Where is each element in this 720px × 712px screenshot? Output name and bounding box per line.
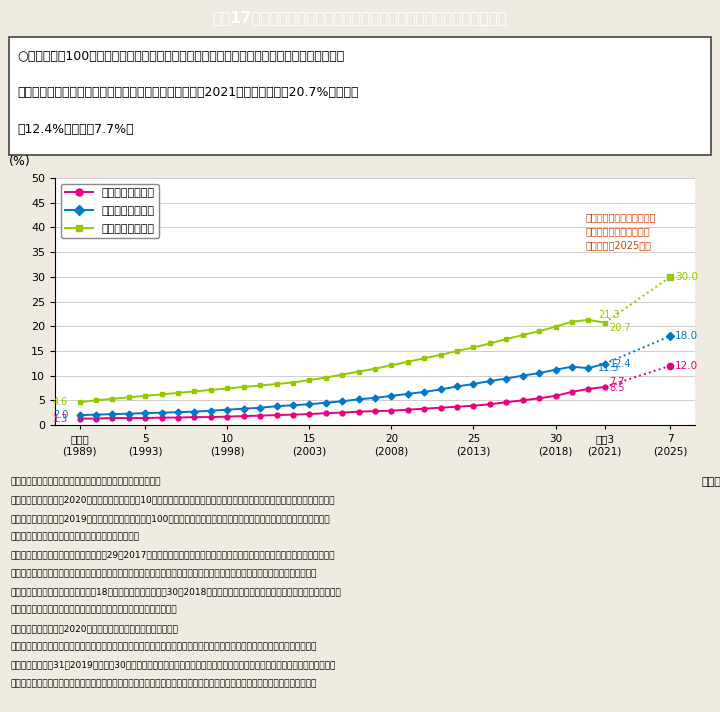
Text: われた日数がそれぞれ18日以上の労働者」。平成30（2018）年以降は、「期間を定めずに雇われている労働者」及: われた日数がそれぞれ18日以上の労働者」。平成30（2018）年以降は、「期間を… bbox=[11, 587, 341, 596]
Legend: 民間企業の部長級, 民間企業の課長級, 民間企業の係長級: 民間企業の部長級, 民間企業の課長級, 民間企業の係長級 bbox=[60, 184, 159, 238]
Text: 12.0: 12.0 bbox=[675, 361, 698, 371]
Text: を定めて雇われている労働者」及び「日々又は１か月以内の期間を定めて雇われている者のうち４月及び５月に雇: を定めて雇われている労働者」及び「日々又は１か月以内の期間を定めて雇われている者… bbox=[11, 569, 317, 578]
Text: 1.3: 1.3 bbox=[53, 414, 68, 424]
Text: （年）: （年） bbox=[701, 477, 720, 487]
Y-axis label: (%): (%) bbox=[9, 155, 31, 168]
Text: 当性を確認できる可能性は高い」との指摘がなされており、一定の留保がついていることに留意する必要がある。: 当性を確認できる可能性は高い」との指摘がなされており、一定の留保がついていること… bbox=[11, 679, 317, 688]
Text: ２．令和２（2020）年から、役職者は、10人以上の常用労働者を雇用する企業を集計対象とするよう変更しているが、: ２．令和２（2020）年から、役職者は、10人以上の常用労働者を雇用する企業を集… bbox=[11, 496, 336, 505]
Text: の企業規模区分の数値により算出した。: の企業規模区分の数値により算出した。 bbox=[11, 532, 140, 541]
Text: 30.0: 30.0 bbox=[675, 272, 698, 282]
Text: ４．令和２（2020）年から推計方法が変更されている。: ４．令和２（2020）年から推計方法が変更されている。 bbox=[11, 624, 179, 633]
Text: （備考）１．厚生労働省「賃金構造基本統計調査」より作成。: （備考）１．厚生労働省「賃金構造基本統計調査」より作成。 bbox=[11, 477, 161, 486]
Text: 平成31（2019）年１月30日の総務省統計委員会において、「十分な情報提供があれば、結果数値はおおむねの妥: 平成31（2019）年１月30日の総務省統計委員会において、「十分な情報提供があ… bbox=[11, 661, 336, 669]
Text: 4.6: 4.6 bbox=[53, 397, 68, 407]
Text: 8.5: 8.5 bbox=[610, 383, 625, 393]
Text: 令和元（2019）年以前の企業規模区分（100人以上の常用労働者を雇用する企業）と比較可能となるよう、同様: 令和元（2019）年以前の企業規模区分（100人以上の常用労働者を雇用する企業）… bbox=[11, 514, 330, 523]
Text: 12.4: 12.4 bbox=[610, 359, 631, 369]
Text: １－17図　民間企業の雇用者の各役職段階に占める女性の割合の推移: １－17図 民間企業の雇用者の各役職段階に占める女性の割合の推移 bbox=[212, 10, 508, 25]
Text: 20.7: 20.7 bbox=[610, 323, 631, 333]
Text: ５．「賃金構造基本統計調査」は、統計法に基づき総務大臣が承認した調査計画と異なる取り扱いをしていたところ、: ５．「賃金構造基本統計調査」は、統計法に基づき総務大臣が承認した調査計画と異なる… bbox=[11, 642, 317, 651]
Text: ○常用労働者100人以上を雇用する企業の労働者のうち役職者に占める女性の割合を役職別に: ○常用労働者100人以上を雇用する企業の労働者のうち役職者に占める女性の割合を役… bbox=[18, 50, 345, 63]
Text: 見ると、上位の役職ほど女性の割合が低く、令和３（2021）年は、係長級20.7%、課長級: 見ると、上位の役職ほど女性の割合が低く、令和３（2021）年は、係長級20.7%… bbox=[18, 86, 359, 99]
Text: 11.5: 11.5 bbox=[598, 363, 620, 373]
Text: 2.0: 2.0 bbox=[53, 410, 68, 420]
Text: （第５次男女共同参画基本
計画における成果目標）
（いずれも2025年）: （第５次男女共同参画基本 計画における成果目標） （いずれも2025年） bbox=[585, 213, 655, 251]
FancyBboxPatch shape bbox=[9, 38, 711, 155]
Text: 21.3: 21.3 bbox=[598, 310, 620, 320]
Text: 7.7: 7.7 bbox=[610, 377, 625, 387]
Text: び「１か月以上の期間を定めて雇われている労働者」。: び「１か月以上の期間を定めて雇われている労働者」。 bbox=[11, 605, 177, 614]
Text: 12.4%、部長級7.7%。: 12.4%、部長級7.7%。 bbox=[18, 123, 135, 136]
Text: 18.0: 18.0 bbox=[675, 331, 698, 341]
Text: ３．常用労働者の定義は、平成29（2017）年以前は、「期間を定めずに雇われている労働者」、「１か月を超える期間: ３．常用労働者の定義は、平成29（2017）年以前は、「期間を定めずに雇われてい… bbox=[11, 550, 336, 560]
